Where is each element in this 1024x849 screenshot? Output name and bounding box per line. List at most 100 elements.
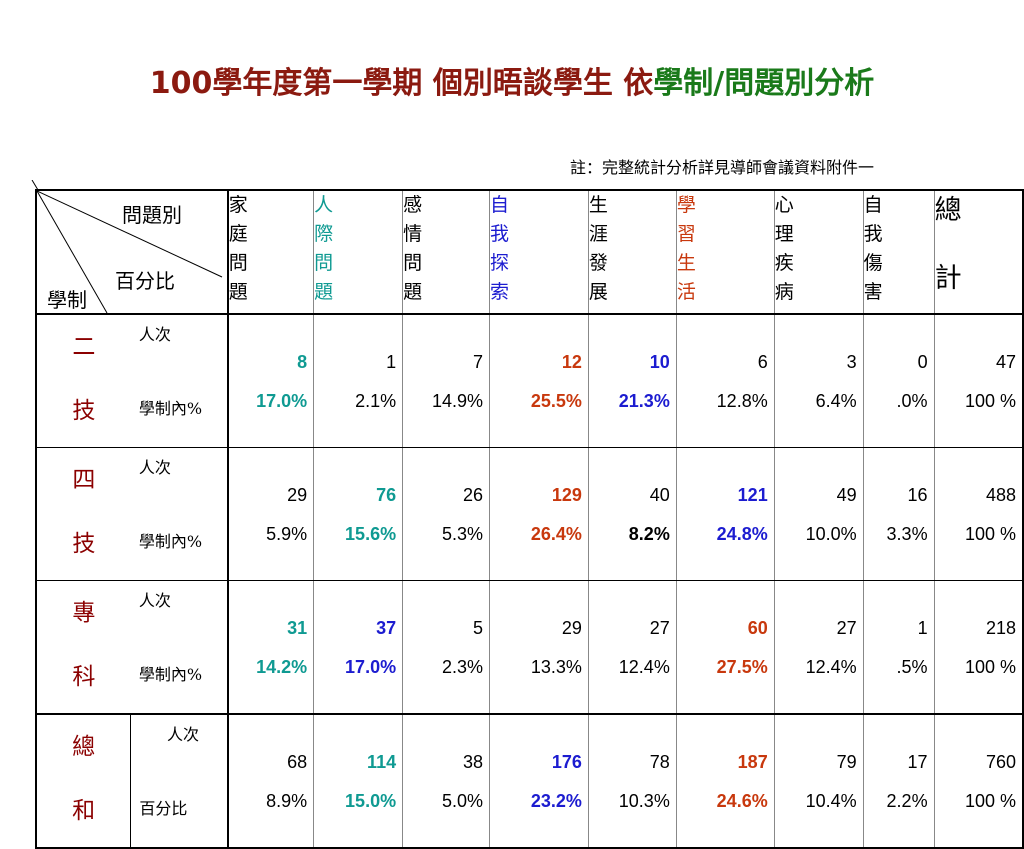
table-row-percent: 和百分比 8.9% 15.0% 5.0% 23.2% 10.3% 24.6% 10.4% 2.2…: [35, 779, 1024, 849]
count-cell: 29: [489, 580, 589, 645]
percent-cell: 5.0%: [402, 779, 491, 849]
column-header-char: 傷: [863, 252, 883, 274]
percent-cell: 13.3%: [489, 645, 589, 715]
column-header-total-char: 總: [934, 195, 962, 226]
count-cell: 0: [863, 314, 935, 379]
column-header-char: 情: [403, 223, 423, 245]
percent-cell: 12.4%: [774, 645, 864, 715]
corner-label-percentage: 百分比: [115, 269, 175, 293]
count-cell: 7: [402, 314, 491, 379]
column-header-2: 人際問題: [313, 189, 404, 315]
percent-cell: 17.0%: [227, 379, 315, 448]
count-cell: 29: [227, 447, 315, 512]
table-row-percent: 技學制內% 17.0% 2.1% 14.9% 25.5% 21.3% 12.8% 6.4% .0…: [35, 379, 1024, 448]
column-header-char: 病: [774, 281, 794, 303]
count-cell: 78: [588, 714, 677, 779]
row-label-count: 人次: [130, 714, 229, 779]
table-row-count: 二人次 8 1 7 12 10 6 3 0 47: [35, 314, 1024, 379]
group-label-char: 四: [35, 447, 131, 512]
count-cell: 121: [676, 447, 775, 512]
count-cell: 49: [774, 447, 864, 512]
column-header-1: 家庭問題: [227, 189, 315, 315]
row-label-count: 人次: [130, 580, 229, 645]
title-part-3: 分析: [814, 66, 875, 101]
table-row-count: 專人次 31 37 5 29 27 60 27 1 218: [35, 580, 1024, 645]
percent-cell: 21.3%: [588, 379, 677, 448]
count-cell: 27: [774, 580, 864, 645]
percent-cell: 23.2%: [489, 779, 589, 849]
count-cell: 37: [313, 580, 404, 645]
count-cell: 5: [402, 580, 491, 645]
percent-cell: 25.5%: [489, 379, 589, 448]
corner-tick-line: [31, 180, 39, 191]
percent-cell: 15.6%: [313, 512, 404, 581]
count-cell: 76: [313, 447, 404, 512]
count-cell: 16: [863, 447, 935, 512]
column-header-char: 疾: [774, 252, 794, 274]
percent-cell: 5.9%: [227, 512, 315, 581]
diagonal-lines: [37, 191, 223, 313]
group-label-char: 技: [35, 512, 131, 581]
title-part-2: 學制/問題別: [653, 66, 815, 101]
percent-cell: 2.3%: [402, 645, 491, 715]
title-part-1: 100學年度第一學期 個別晤談學生 依: [149, 66, 654, 101]
group-label-char: 技: [35, 379, 131, 448]
percent-cell: 100 %: [934, 512, 1024, 581]
column-header-char: 際: [314, 223, 334, 245]
percent-cell: 100 %: [934, 645, 1024, 715]
count-cell: 218: [934, 580, 1024, 645]
row-label-percent: 學制內%: [130, 379, 229, 448]
percent-cell: 24.6%: [676, 779, 775, 849]
count-cell: 38: [402, 714, 491, 779]
percent-cell: 2.2%: [863, 779, 935, 849]
count-cell: 68: [227, 714, 315, 779]
column-header-char: 心: [774, 194, 794, 216]
column-header-char: 害: [863, 281, 883, 303]
footnote: 註：完整統計分析詳見導師會議資料附件一: [570, 158, 875, 177]
column-header-8: 自我傷害: [863, 189, 935, 315]
statistics-table: 問題別 百分比 學制 家庭問題人際問題感情問題自我探索生涯發展學習生活心理疾病自…: [35, 189, 1024, 849]
percent-cell: 10.0%: [774, 512, 864, 581]
count-cell: 27: [588, 580, 677, 645]
column-header-6: 學習生活: [676, 189, 775, 315]
column-header-char: 感: [403, 194, 423, 216]
column-header-char: 發: [588, 252, 608, 274]
count-cell: 6: [676, 314, 775, 379]
group-label-char: 和: [35, 779, 132, 849]
column-header-char: 生: [588, 194, 608, 216]
group-label-char: 科: [35, 645, 131, 715]
column-header-char: 理: [774, 223, 794, 245]
percent-cell: 5.3%: [402, 512, 491, 581]
header-row: 問題別 百分比 學制 家庭問題人際問題感情問題自我探索生涯發展學習生活心理疾病自…: [35, 189, 1024, 315]
percent-cell: 14.2%: [227, 645, 315, 715]
percent-cell: .0%: [863, 379, 935, 448]
column-header-total-char: 計: [934, 263, 962, 294]
count-cell: 10: [588, 314, 677, 379]
count-cell: 3: [774, 314, 864, 379]
column-header-char: 索: [490, 281, 510, 303]
count-cell: 1: [313, 314, 404, 379]
row-label-count: 人次: [130, 314, 229, 379]
column-header-char: 家: [228, 194, 248, 216]
column-header-char: 我: [490, 223, 510, 245]
percent-cell: 100 %: [934, 379, 1024, 448]
count-cell: 1: [863, 580, 935, 645]
count-cell: 40: [588, 447, 677, 512]
table-row-count: 總人次 68 114 38 176 78 187 79 17 760: [35, 714, 1024, 779]
column-header-char: 生: [676, 252, 696, 274]
row-label-percent: 百分比: [130, 779, 229, 849]
count-cell: 17: [863, 714, 935, 779]
percent-cell: .5%: [863, 645, 935, 715]
column-header-char: 涯: [588, 223, 608, 245]
column-header-char: 學: [676, 194, 696, 216]
percent-cell: 6.4%: [774, 379, 864, 448]
row-label-count: 人次: [130, 447, 229, 512]
count-cell: 12: [489, 314, 589, 379]
count-cell: 79: [774, 714, 864, 779]
column-header-char: 問: [403, 252, 423, 274]
row-label-percent: 學制內%: [130, 512, 229, 581]
percent-cell: 3.3%: [863, 512, 935, 581]
corner-label-problem-type: 問題別: [122, 203, 182, 227]
percent-cell: 14.9%: [402, 379, 491, 448]
column-header-char: 人: [314, 194, 334, 216]
